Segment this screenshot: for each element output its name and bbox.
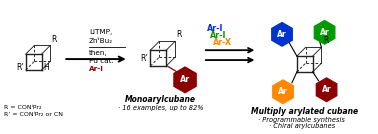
Text: LiTMP,: LiTMP, (89, 29, 112, 35)
Text: Ar: Ar (277, 30, 287, 39)
Text: · 16 examples, up to 82%: · 16 examples, up to 82% (118, 105, 203, 111)
Text: Ar-I: Ar-I (210, 31, 226, 40)
Text: Ar: Ar (180, 75, 190, 84)
Polygon shape (272, 23, 292, 46)
Text: Ar: Ar (320, 28, 329, 37)
Text: R: R (324, 36, 329, 45)
Text: R’: R’ (16, 64, 24, 72)
Text: Ar: Ar (322, 85, 332, 94)
Text: Multiply arylated cubane: Multiply arylated cubane (251, 107, 358, 116)
Text: ZnᵗBu₂: ZnᵗBu₂ (89, 38, 113, 44)
Polygon shape (273, 80, 293, 104)
Text: Ar-X: Ar-X (213, 38, 232, 47)
Text: · Programmable synthesis: · Programmable synthesis (259, 116, 345, 122)
Text: then,: then, (89, 50, 108, 56)
Text: Ar: Ar (278, 87, 288, 96)
Text: · Chiral arylcubanes: · Chiral arylcubanes (269, 123, 335, 129)
Text: R: R (51, 35, 57, 44)
Polygon shape (316, 78, 337, 102)
Text: H: H (43, 64, 49, 72)
Text: Pd cat.: Pd cat. (89, 58, 114, 64)
Text: R’: R’ (141, 54, 149, 63)
Text: R = CONⁱPr₂: R = CONⁱPr₂ (4, 105, 41, 110)
Text: Monoarylcubane: Monoarylcubane (125, 95, 196, 104)
Polygon shape (314, 21, 335, 44)
Text: R: R (176, 31, 181, 40)
Text: R’ = CONⁱPr₂ or CN: R’ = CONⁱPr₂ or CN (4, 112, 63, 117)
Polygon shape (174, 67, 196, 93)
Text: Ar-I: Ar-I (89, 66, 104, 72)
Text: Ar-I: Ar-I (207, 24, 223, 33)
